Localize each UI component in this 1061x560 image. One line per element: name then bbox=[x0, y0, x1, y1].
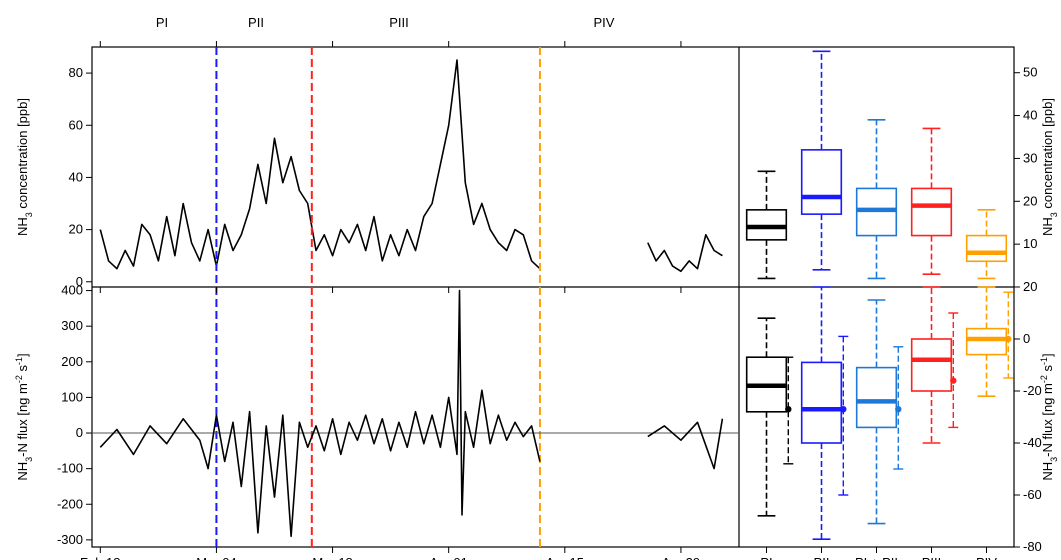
flux-ylabel-left-sup2: -1 bbox=[14, 357, 24, 365]
flux-ylabel-right-tail: ] bbox=[1040, 353, 1055, 357]
flux-box-box-3 bbox=[910, 338, 953, 392]
flux-ytick-label-5: 200 bbox=[61, 354, 83, 369]
box-category-label-0: PI bbox=[760, 555, 772, 560]
flux-ytick-label-4: 100 bbox=[61, 389, 83, 404]
flux-box-ytick-label-5: 20 bbox=[1023, 279, 1037, 294]
conc-ytick-label-1: 20 bbox=[69, 222, 83, 237]
flux-box-ytick-label-0: -80 bbox=[1023, 539, 1042, 554]
flux-box-ytick-label-4: 0 bbox=[1023, 331, 1030, 346]
svg-text:NH3 concentration [ppb]: NH3 concentration [ppb] bbox=[1040, 98, 1059, 236]
conc-boxplot-panel: 10 20 30 40 50 bbox=[745, 50, 1037, 280]
flux-ylabel-right-sup1: -2 bbox=[1039, 375, 1049, 383]
svg-text:NH3-N flux [ng m-2 s-1]: NH3-N flux [ng m-2 s-1] bbox=[14, 353, 34, 480]
svg-text:NH3 concentration [ppb]: NH3 concentration [ppb] bbox=[15, 98, 34, 236]
flux-ylabel-right-sub: 3 bbox=[1049, 457, 1059, 462]
flux-series-segment-1 bbox=[647, 418, 724, 470]
conc-timeseries-panel: 0 20 40 60 80 bbox=[69, 47, 723, 547]
flux-ytick-label-3: 0 bbox=[76, 425, 83, 440]
flux-box-ytick-label-1: -60 bbox=[1023, 487, 1042, 502]
conc-ylabel-left-sub: 3 bbox=[24, 212, 34, 217]
flux-box-ytick-label-3: -20 bbox=[1023, 383, 1042, 398]
conc-ylabel-right-sub: 3 bbox=[1049, 212, 1059, 217]
flux-box-ytick-label-2: -40 bbox=[1023, 435, 1042, 450]
flux-box-box-3-mean-point bbox=[950, 377, 957, 384]
flux-ytick-label-1: -200 bbox=[57, 496, 83, 511]
flux-box-box-1-mean-point bbox=[840, 406, 847, 413]
period-label-piii: PIII bbox=[389, 15, 409, 30]
flux-ylabel-left-sub: 3 bbox=[24, 457, 34, 462]
conc-ylabel-left: NH3 concentration [ppb] bbox=[15, 98, 34, 236]
conc-series-segment-1 bbox=[647, 234, 723, 273]
flux-ylabel-left-mid: -N flux [ng m bbox=[15, 383, 30, 457]
flux-ytick-label-2: -100 bbox=[57, 461, 83, 476]
flux-ylabel-left-main: NH bbox=[15, 462, 30, 481]
conc-box-box-3 bbox=[910, 187, 953, 237]
period-labels: PI PII PIII PIV bbox=[156, 15, 615, 30]
period-label-piv: PIV bbox=[594, 15, 615, 30]
flux-box-box-0-mean-point bbox=[785, 406, 792, 413]
flux-box-box-1 bbox=[800, 361, 843, 444]
flux-box-box-2-mean-point bbox=[895, 406, 902, 413]
box-category-label-3: PIII bbox=[922, 555, 942, 560]
flux-ylabel-right: NH3-N flux [ng m-2 s-1] bbox=[1039, 353, 1059, 480]
conc-box-ytick-label-4: 50 bbox=[1023, 65, 1037, 80]
flux-ylabel-left-sup1: -2 bbox=[14, 375, 24, 383]
flux-ylabel-right-main: NH bbox=[1040, 462, 1055, 481]
conc-ytick-label-2: 40 bbox=[69, 169, 83, 184]
flux-ytick-label-0: -300 bbox=[57, 532, 83, 547]
box-category-label-2: PI + PII bbox=[855, 555, 898, 560]
conc-ylabel-left-tail: concentration [ppb] bbox=[15, 98, 30, 212]
svg-text:NH3-N flux [ng m-2 s-1]: NH3-N flux [ng m-2 s-1] bbox=[1039, 353, 1059, 480]
flux-ylabel-right-mid: -N flux [ng m bbox=[1040, 383, 1055, 457]
flux-box-box-4-mean-point bbox=[1005, 335, 1012, 343]
flux-boxplot-panel: -80 -60 -40 -20 0 20 bbox=[745, 279, 1042, 554]
conc-series-segment-0 bbox=[99, 59, 541, 270]
flux-ylabel-right-sup2: -1 bbox=[1039, 357, 1049, 365]
period-label-pi: PI bbox=[156, 15, 168, 30]
conc-ylabel-right-main: NH bbox=[1040, 217, 1055, 236]
x-tick-label-3: Apr 01 bbox=[430, 555, 468, 560]
conc-ylabel-right: NH3 concentration [ppb] bbox=[1040, 98, 1059, 236]
x-tick-label-5: Apr 29 bbox=[662, 555, 700, 560]
conc-box-ytick-label-0: 10 bbox=[1023, 236, 1037, 251]
flux-box-box-4 bbox=[965, 327, 1008, 356]
flux-ylabel-left-s: s bbox=[15, 365, 30, 376]
flux-timeseries-panel: -300 -200 -100 0 100 200 300 400 bbox=[57, 283, 739, 547]
conc-ytick-label-0: 0 bbox=[76, 274, 83, 289]
x-tick-label-4: Apr 15 bbox=[546, 555, 584, 560]
bottom-axis: Feb 18 Mar 04 Mar 18 Apr 01 Apr 15 Apr 29 PI PI… bbox=[80, 41, 997, 560]
conc-box-ytick-label-2: 30 bbox=[1023, 150, 1037, 165]
flux-ytick-label-6: 300 bbox=[61, 318, 83, 333]
conc-ytick-label-4: 80 bbox=[69, 65, 83, 80]
conc-ylabel-right-tail: concentration [ppb] bbox=[1040, 98, 1055, 212]
x-tick-label-0: Feb 18 bbox=[80, 555, 120, 560]
flux-ylabel-left-tail: ] bbox=[15, 353, 30, 357]
flux-ytick-label-7: 400 bbox=[61, 283, 83, 298]
plot-frame bbox=[91, 46, 1015, 548]
conc-ylabel-left-main: NH bbox=[15, 217, 30, 236]
flux-box-box-2 bbox=[855, 366, 898, 429]
x-tick-label-2: Mar 18 bbox=[312, 555, 352, 560]
flux-series-segment-0 bbox=[99, 289, 541, 538]
box-category-label-4: PIV bbox=[976, 555, 997, 560]
conc-box-ytick-label-1: 20 bbox=[1023, 193, 1037, 208]
x-tick-label-1: Mar 04 bbox=[196, 555, 236, 560]
flux-ylabel-left: NH3-N flux [ng m-2 s-1] bbox=[14, 353, 34, 480]
flux-ylabel-right-s: s bbox=[1040, 365, 1055, 376]
conc-box-box-1 bbox=[800, 149, 843, 215]
conc-box-ytick-label-3: 40 bbox=[1023, 108, 1037, 123]
period-label-pii: PII bbox=[248, 15, 264, 30]
box-category-label-1: PII bbox=[814, 555, 830, 560]
conc-ytick-label-3: 60 bbox=[69, 117, 83, 132]
conc-box-box-4 bbox=[965, 234, 1008, 263]
